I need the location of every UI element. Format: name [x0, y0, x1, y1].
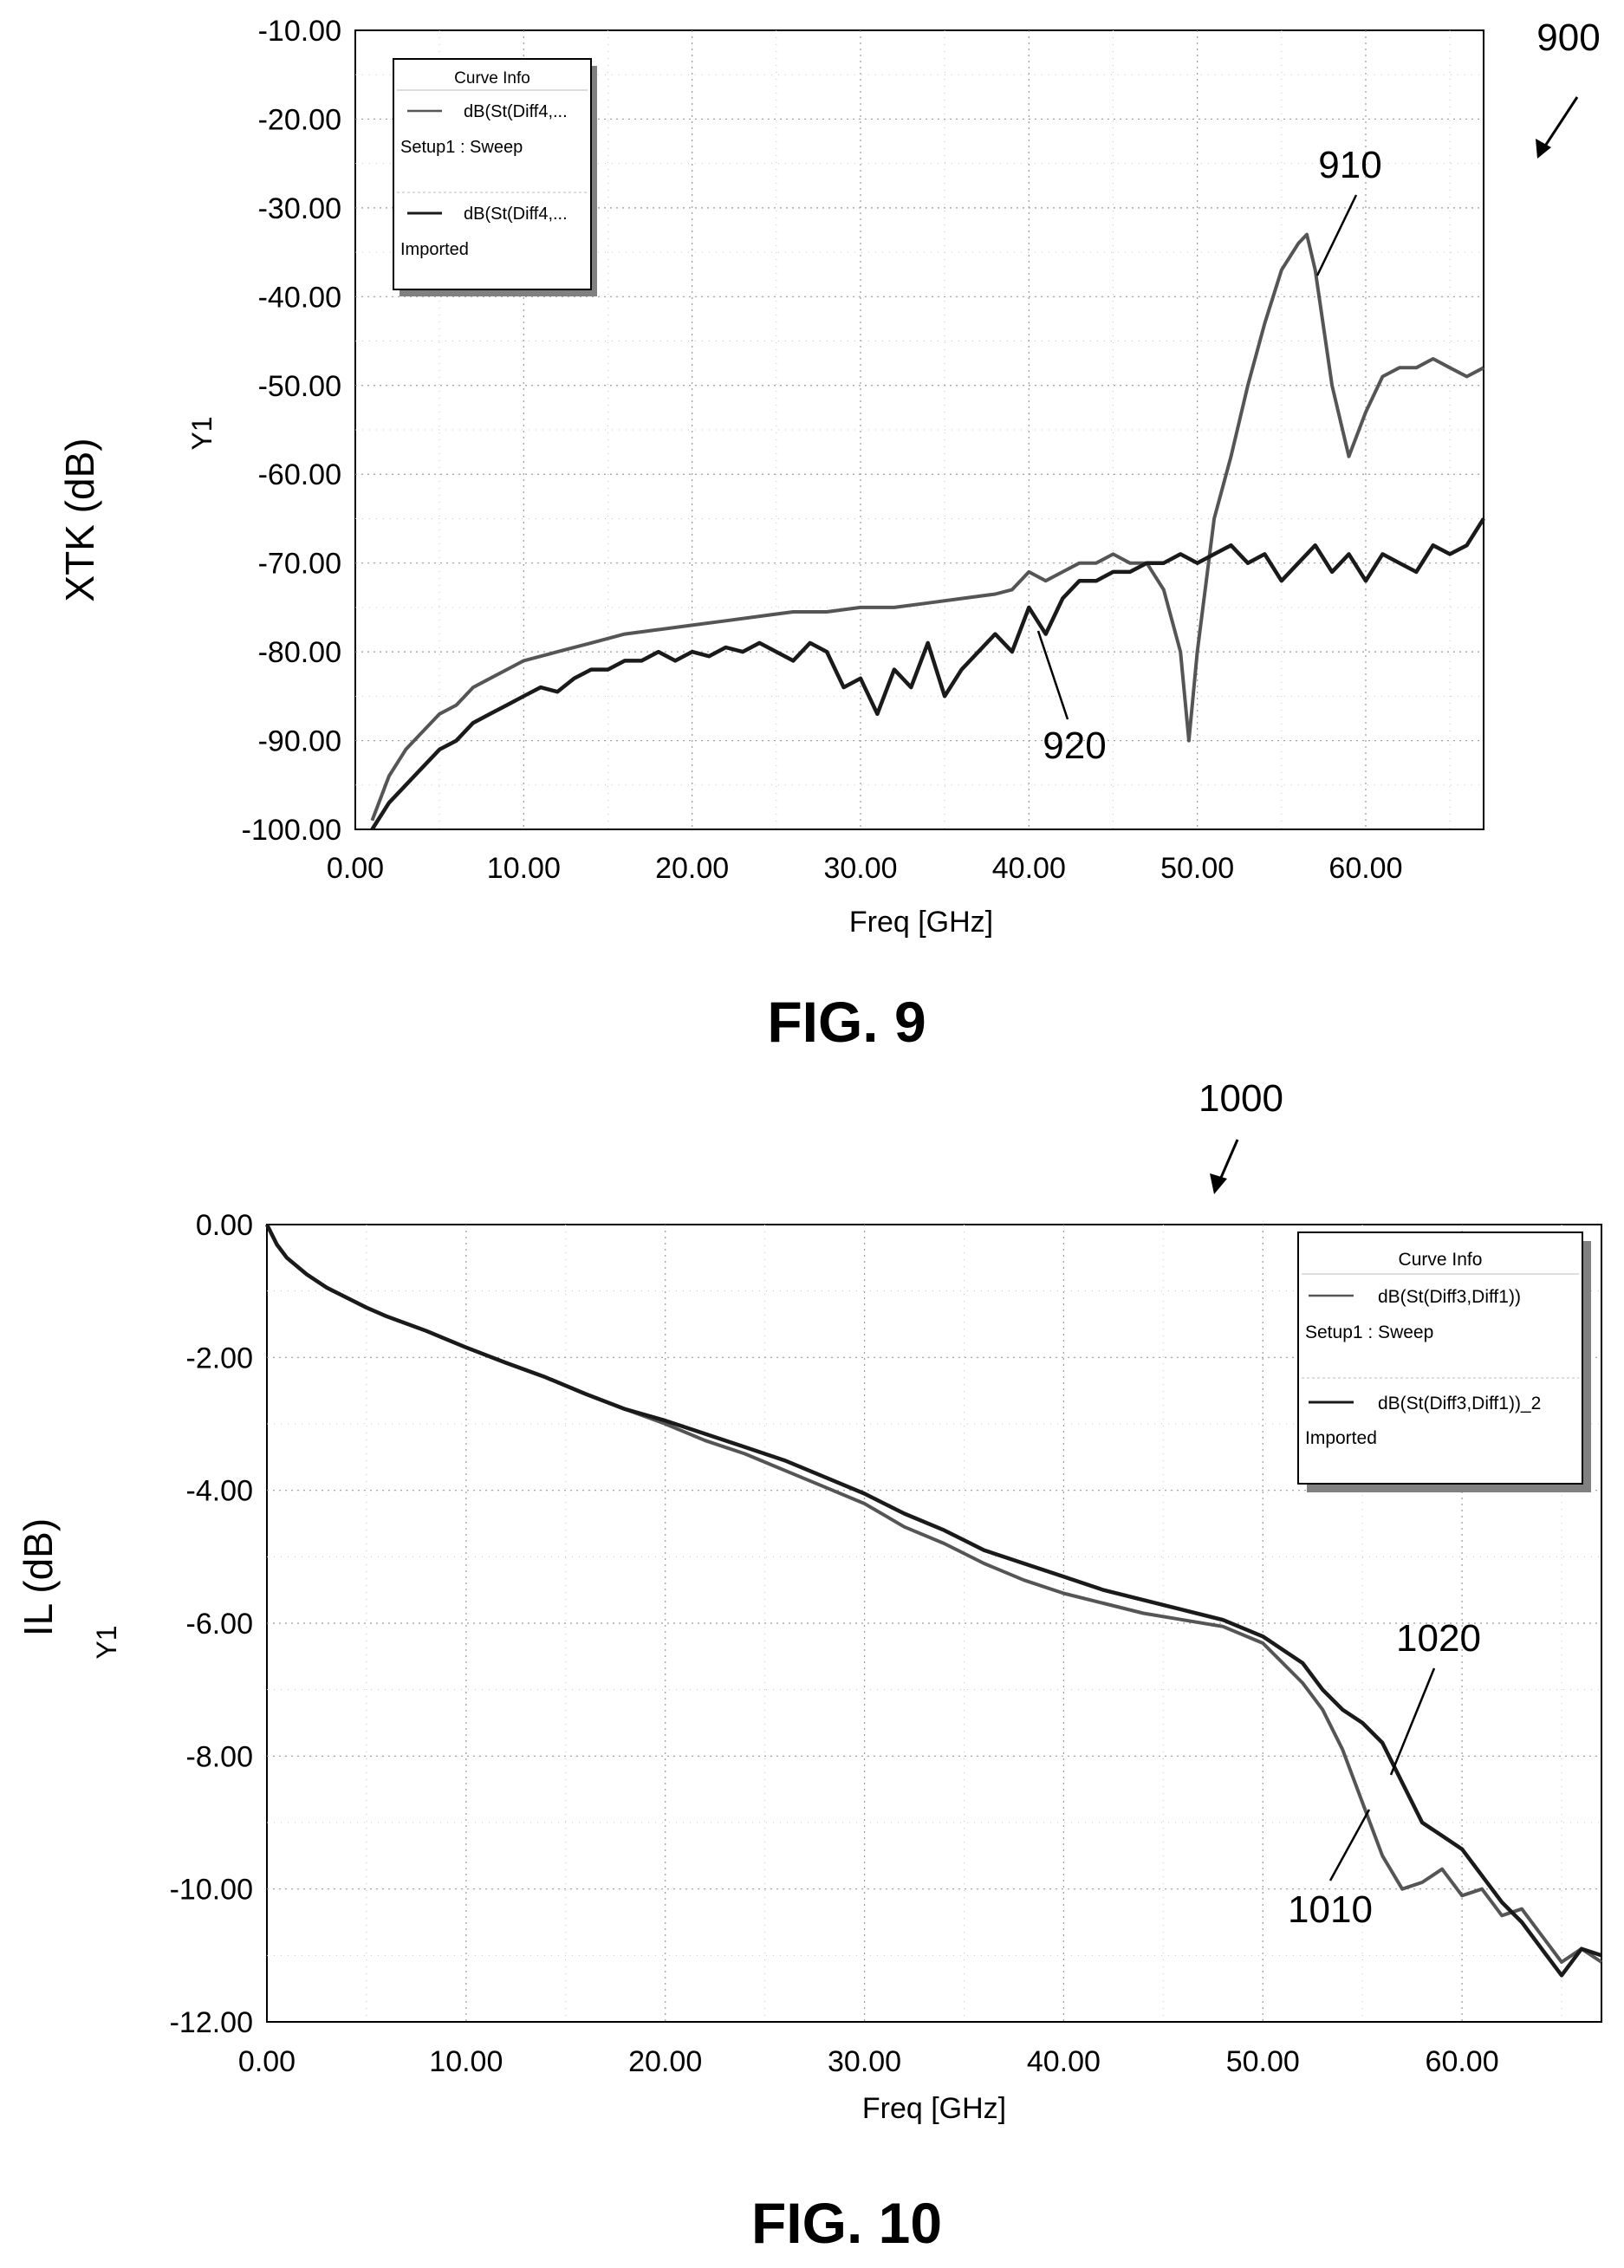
callout-label-1010: 1010 — [1288, 1888, 1373, 1931]
legend-entry-source-sweep-fig10: Setup1 : Sweep — [1305, 1322, 1433, 1342]
x-tick-labels-fig9: 0.00 10.00 20.00 30.00 40.00 50.00 60.00 — [327, 852, 1403, 885]
figure-10-ref-number: 1000 — [1199, 1077, 1283, 1120]
y-axis-sublabel-fig10: Y1 — [91, 1625, 122, 1659]
y-tick-label: -10.00 — [170, 1874, 253, 1907]
legend-entry-name-imported-fig9: dB(St(Diff4,... — [464, 205, 568, 224]
legend-entry-name-sweep-fig9: dB(St(Diff4,... — [464, 102, 568, 121]
x-tick-label: 10.00 — [429, 2045, 503, 2078]
y-tick-label: -8.00 — [186, 1740, 254, 1773]
y-tick-label: -40.00 — [258, 281, 341, 314]
x-tick-label: 40.00 — [992, 852, 1066, 885]
x-tick-label: 30.00 — [823, 852, 897, 885]
y-tick-label: -4.00 — [186, 1475, 254, 1508]
y-tick-label: -70.00 — [258, 548, 341, 581]
callout-label-910: 910 — [1318, 144, 1381, 186]
series-group-fig9 — [370, 232, 1485, 831]
x-tick-label: 60.00 — [1328, 852, 1402, 885]
x-tick-label: 50.00 — [1226, 2045, 1300, 2078]
x-tick-label: 50.00 — [1160, 852, 1234, 885]
y-tick-label: -90.00 — [258, 725, 341, 758]
legend-entry-name-sweep-fig10: dB(St(Diff3,Diff1)) — [1378, 1287, 1521, 1307]
x-tick-label: 60.00 — [1426, 2045, 1499, 2078]
figure-9-ref-number: 900 — [1536, 16, 1600, 59]
x-tick-label: 0.00 — [327, 852, 384, 885]
y-tick-label: -50.00 — [258, 370, 341, 403]
y-tick-label: -60.00 — [258, 458, 341, 491]
y-tick-label: -6.00 — [186, 1608, 254, 1641]
callout-leader-1010 — [1328, 1809, 1371, 1881]
y-tick-label: -30.00 — [258, 192, 341, 225]
y-axis-label-fig9: XTK (dB) — [57, 438, 102, 601]
grid-fig10 — [267, 1225, 1601, 2022]
legend-entry-source-imported-fig9: Imported — [400, 240, 469, 259]
y-tick-label: -10.00 — [258, 15, 341, 48]
legend-title-fig10: Curve Info — [1399, 1250, 1483, 1270]
series-group-fig10 — [264, 1223, 1603, 1978]
x-tick-label: 40.00 — [1027, 2045, 1101, 2078]
callout-leader-920 — [1036, 630, 1069, 720]
legend-fig9: Curve Info dB(St(Diff4,... Setup1 : Swee… — [393, 58, 597, 296]
x-tick-labels-fig10: 0.00 10.00 20.00 30.00 40.00 50.00 60.00 — [238, 2045, 1499, 2078]
y-axis-label-fig10: IL (dB) — [16, 1518, 61, 1636]
x-axis-label-fig9: Freq [GHz] — [849, 906, 993, 939]
y-tick-label: -80.00 — [258, 636, 341, 669]
legend-entry-name-imported-fig10: dB(St(Diff3,Diff1))_2 — [1378, 1394, 1541, 1413]
y-tick-labels-fig10: 0.00 -2.00 -4.00 -6.00 -8.00 -10.00 -12.00 — [170, 1209, 253, 2039]
legend-title-fig9: Curve Info — [454, 69, 530, 88]
x-tick-label: 20.00 — [655, 852, 729, 885]
y-tick-label: -12.00 — [170, 2006, 253, 2039]
callout-leader-910 — [1315, 194, 1358, 276]
figure-10-caption: FIG. 10 — [751, 2191, 942, 2255]
y-tick-label: -2.00 — [186, 1342, 254, 1374]
x-tick-label: 0.00 — [238, 2045, 296, 2078]
y-tick-label: -20.00 — [258, 103, 341, 136]
x-tick-label: 30.00 — [828, 2045, 901, 2078]
y-tick-labels-fig9: -10.00 -20.00 -30.00 -40.00 -50.00 -60.00 -70.… — [242, 15, 341, 847]
callout-label-1020: 1020 — [1396, 1617, 1481, 1660]
figure-9-ref-arrow — [1536, 96, 1579, 159]
series-line-imported — [370, 517, 1485, 831]
figure-9: 900 -10.00 -20.00 -30.00 -40.00 -50.00 -60.00… — [57, 15, 1601, 1054]
legend-entry-source-sweep-fig9: Setup1 : Sweep — [400, 138, 523, 157]
x-tick-label: 20.00 — [628, 2045, 702, 2078]
y-tick-label: -100.00 — [242, 814, 341, 847]
series-line-sweep — [370, 232, 1484, 822]
y-tick-label: 0.00 — [196, 1209, 253, 1242]
y-axis-sublabel-fig9: Y1 — [186, 416, 218, 450]
series-line-imported — [264, 1223, 1602, 1978]
figure-10: 1000 0.00 -2.00 -4.00 -6.00 -8.00 -10.00 -12.0… — [16, 1077, 1603, 2255]
x-tick-label: 10.00 — [487, 852, 561, 885]
x-axis-label-fig10: Freq [GHz] — [862, 2092, 1006, 2125]
figure-9-caption: FIG. 9 — [767, 990, 926, 1054]
legend-entry-source-imported-fig10: Imported — [1305, 1428, 1377, 1448]
legend-fig10: Curve Info dB(St(Diff3,Diff1)) Setup1 : … — [1297, 1231, 1591, 1492]
callout-label-920: 920 — [1043, 725, 1106, 767]
figure-10-ref-arrow — [1210, 1139, 1239, 1194]
callout-leader-1020 — [1389, 1667, 1436, 1776]
